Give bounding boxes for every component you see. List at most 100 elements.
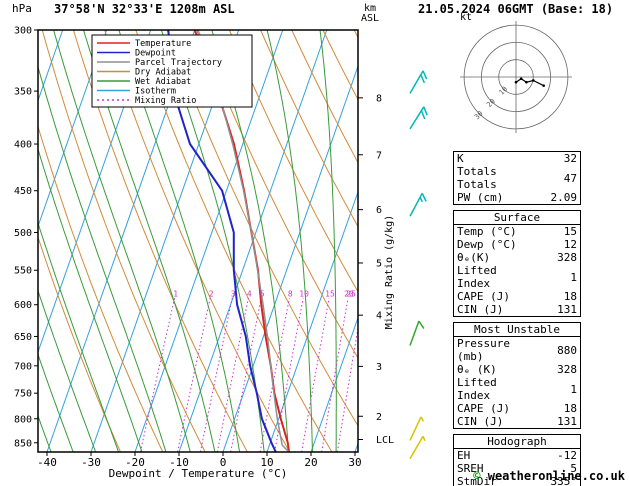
table-value: 32 (563, 152, 577, 165)
temp-tick-label: 0 (220, 456, 227, 469)
pressure-tick-label: 800 (14, 414, 32, 425)
pressure-tick-label: 600 (14, 300, 32, 311)
legend-label: Temperature (135, 39, 191, 49)
table-label: θₑ (K) (457, 363, 497, 376)
table-row: CAPE (J) 18 (454, 402, 581, 415)
copyright-symbol: © (473, 469, 481, 483)
km-tick-label: 6 (376, 205, 382, 216)
table-label: StmDir (457, 475, 497, 486)
pressure-tick-label: 400 (14, 140, 32, 151)
table-label: Lifted Index (457, 376, 497, 402)
table-label: EH (457, 449, 471, 462)
datetime-title: 21.05.2024 06GMT (Base: 18) (418, 2, 614, 16)
table-row: Lifted Index 1 (454, 376, 581, 402)
pressure-axis: 300 350 400 450 500 550 600 650 700 750 800 850 (14, 26, 38, 449)
table-label: Dewp (°C) (457, 238, 517, 251)
legend-label: Dewpoint (135, 49, 176, 59)
pressure-tick-label: 650 (14, 332, 32, 343)
temp-tick-label: 10 (260, 456, 273, 469)
wind-barbs (409, 70, 428, 460)
temp-tick-label: -10 (169, 456, 189, 469)
table-value: 328 (557, 363, 577, 376)
table-value: 328 (557, 251, 577, 264)
pressure-tick-label: 350 (14, 87, 32, 98)
table-label: PW (cm) (457, 191, 504, 204)
copyright-text: weatheronline.co.uk (480, 469, 625, 483)
wind-barb-staff (409, 320, 420, 346)
mixing-ratio-label: 5 (260, 289, 265, 298)
table-value: 1 (570, 382, 577, 396)
parcel-trajectory-curve (196, 30, 290, 452)
surface-table: Surface Temp (°C) 15 Dewp (°C) 12 θₑ(K) 328 Li… (453, 210, 581, 317)
temp-tick-label: -20 (125, 456, 145, 469)
table-label: CAPE (J) (457, 402, 510, 415)
table-label: K (457, 152, 464, 165)
temperature-curve (193, 30, 290, 452)
hodograph-trace-point (532, 79, 535, 82)
table-value: 335° (550, 475, 578, 486)
km-tick-label: 5 (376, 258, 382, 269)
hpa-unit-label: hPa (12, 2, 32, 15)
table-row: Dewp (°C) 12 (454, 238, 581, 251)
table-row: SREH 5 (454, 462, 581, 475)
table-value: 18 (563, 402, 577, 415)
pressure-tick-label: 450 (14, 186, 32, 197)
mixing-ratio-label: 25 (346, 289, 356, 298)
hodograph-ring-label: 20 (485, 97, 497, 109)
hodograph-trace-point (514, 80, 518, 84)
mixing-ratio-axis-label: Mixing Ratio (g/kg) (384, 215, 395, 329)
table-row: θₑ (K) 328 (454, 363, 581, 376)
table-value: 47 (563, 171, 577, 185)
mixing-ratio-label: 10 (299, 289, 309, 298)
table-label: CIN (J) (457, 415, 504, 428)
wind-barb-staff (409, 416, 422, 441)
table-value: 131 (557, 415, 577, 428)
stats-panel: K 32 Totals Totals 47 PW (cm) 2.09 Surface Te… (453, 151, 581, 486)
most-unstable-table: Most Unstable Pressure (mb) 880 θₑ (K) 328 L… (453, 322, 581, 429)
temp-tick-label: -40 (37, 456, 57, 469)
table-row: Pressure (mb) 880 (454, 337, 581, 364)
table-value: 131 (557, 303, 577, 316)
dry-adiabat-lines (38, 30, 358, 452)
legend-label: Wet Adiabat (135, 77, 191, 87)
temp-tick-label: -30 (81, 456, 101, 469)
table-row: Temp (°C) 15 (454, 225, 581, 239)
wind-barb-staff (409, 192, 423, 217)
table-row: CIN (J) 131 (454, 303, 581, 317)
wind-barb-staff (409, 106, 425, 130)
mixing-ratio-label: 8 (288, 289, 293, 298)
pressure-tick-label: 550 (14, 266, 32, 277)
mixing-ratio-label: 15 (325, 289, 335, 298)
indices-table: K 32 Totals Totals 47 PW (cm) 2.09 (453, 151, 581, 205)
most-unstable-table-title: Most Unstable (453, 322, 581, 337)
table-value: -12 (557, 449, 577, 462)
asl-unit-label: ASL (361, 13, 379, 24)
plot-area (38, 30, 358, 452)
mixing-ratio-label: 1 (173, 289, 178, 298)
hodograph-ring-label: 30 (473, 109, 485, 121)
plot-border (37, 29, 359, 453)
hodograph-ring-label: 10 (498, 85, 510, 97)
table-label: Totals Totals (457, 165, 497, 191)
table-value: 15 (563, 225, 577, 238)
pressure-tick-label: 850 (14, 438, 32, 449)
pressure-tick-label: 500 (14, 228, 32, 239)
table-row: EH -12 (454, 449, 581, 463)
table-label: θₑ(K) (457, 251, 491, 264)
table-value: 18 (563, 290, 577, 303)
station-title: 37°58'N 32°33'E 1208m ASL (54, 2, 235, 16)
table-row: CAPE (J) 18 (454, 290, 581, 303)
table-value: 1 (570, 270, 577, 284)
km-tick-label: 4 (376, 311, 382, 322)
table-row: PW (cm) 2.09 (454, 191, 581, 205)
kt-label: kt (460, 12, 472, 23)
table-label: CIN (J) (457, 303, 504, 316)
km-tick-label: LCL (376, 435, 394, 446)
table-row: StmDir 335° (454, 475, 581, 486)
hodograph-table-title: Hodograph (453, 434, 581, 449)
